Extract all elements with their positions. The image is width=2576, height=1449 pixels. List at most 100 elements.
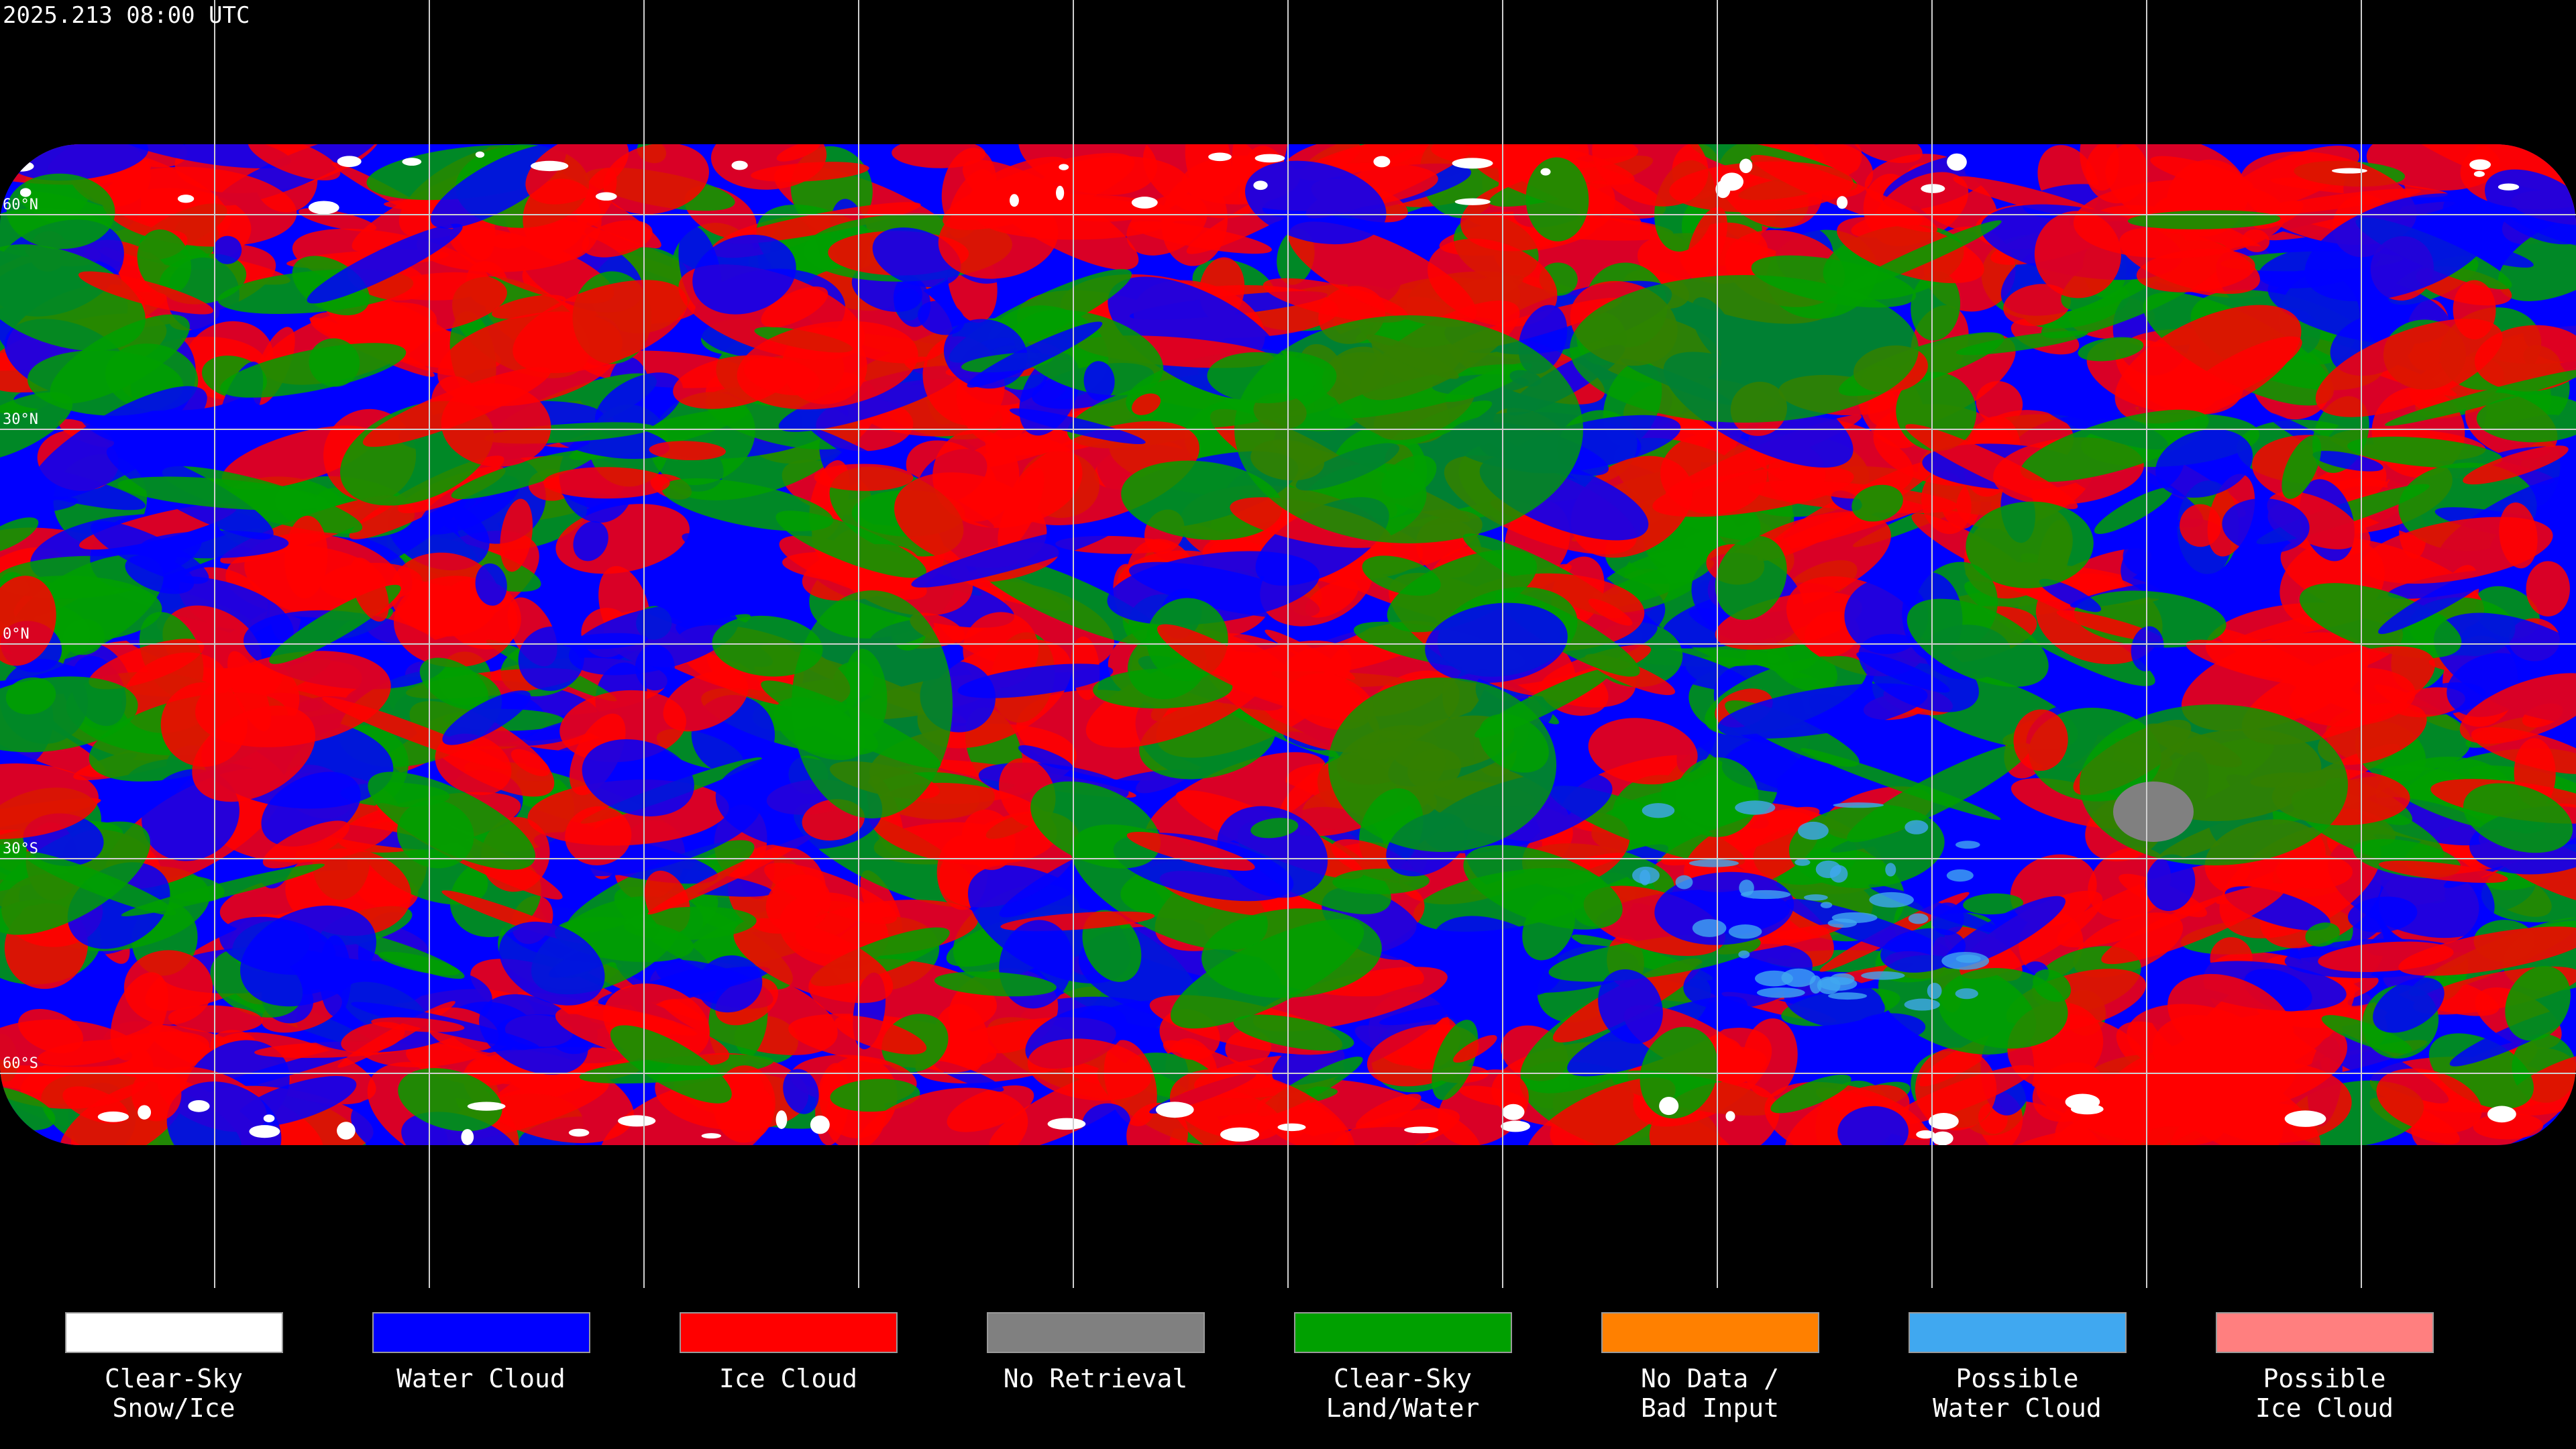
possible-water-cloud xyxy=(1869,892,1914,908)
snow-ice xyxy=(2498,183,2520,191)
possible-water-cloud xyxy=(1781,968,1816,987)
cloud-patch xyxy=(451,449,596,500)
snow-ice xyxy=(1921,184,1945,193)
cloud-patch xyxy=(105,144,291,169)
snow-ice xyxy=(337,156,362,167)
cloud-patch xyxy=(1526,1077,1676,1145)
cloud-patch xyxy=(378,951,460,975)
snow-ice xyxy=(2469,159,2491,170)
cloud-patch xyxy=(2348,896,2418,933)
cloud-patch xyxy=(117,476,328,511)
cloud-patch xyxy=(2526,561,2570,616)
legend-label: Ice Cloud xyxy=(719,1364,857,1393)
snow-ice xyxy=(1454,198,1491,205)
snow-ice xyxy=(1501,1120,1530,1132)
cloud-patch xyxy=(1837,217,1984,284)
clear-land xyxy=(1570,275,1919,423)
legend-swatch xyxy=(2216,1312,2434,1353)
clear-land xyxy=(1328,678,1556,852)
cloud-patch xyxy=(1459,1085,1526,1107)
snow-ice xyxy=(475,151,485,158)
cloud-patch xyxy=(2312,451,2383,472)
cloud-patch xyxy=(2145,854,2196,912)
cloud-patch xyxy=(2256,189,2421,215)
snow-ice xyxy=(1725,1111,1735,1122)
possible-water-cloud xyxy=(1828,992,1868,1000)
snow-ice xyxy=(1208,152,1232,162)
legend-label: Land/Water xyxy=(1326,1393,1480,1423)
snow-ice xyxy=(1277,1123,1306,1132)
cloud-patch xyxy=(957,663,1114,698)
snow-ice xyxy=(775,1110,788,1129)
snow-ice xyxy=(19,188,32,197)
possible-water-cloud xyxy=(1756,987,1805,998)
cloud-patch xyxy=(594,372,684,436)
snow-ice xyxy=(1253,180,1268,191)
possible-water-cloud xyxy=(1797,821,1829,840)
cloud-patch xyxy=(401,1112,519,1145)
cloud-patch xyxy=(1233,1014,1354,1051)
cloud-patch xyxy=(2021,409,2209,482)
snow-ice xyxy=(1932,1131,1953,1145)
snow-ice xyxy=(461,1128,474,1145)
legend-label: Water Cloud xyxy=(396,1364,566,1393)
cloud-patch xyxy=(307,223,463,304)
snow-ice xyxy=(1659,1097,1679,1116)
cloud-patch xyxy=(2094,487,2174,535)
clear-land xyxy=(2080,704,2348,865)
legend-swatch xyxy=(1601,1312,1819,1353)
cloud-patch xyxy=(221,425,375,490)
lat-label: 30°N xyxy=(3,411,38,428)
cloud-patch xyxy=(1272,982,1458,1085)
cloud-patch xyxy=(778,366,961,432)
cloud-patch xyxy=(2385,144,2576,193)
cloud-patch xyxy=(284,515,328,599)
snow-ice xyxy=(97,1111,129,1122)
snow-ice xyxy=(595,192,617,201)
cloud-patch xyxy=(1453,1034,1497,1063)
legend-label: Snow/Ice xyxy=(112,1393,235,1423)
snow-ice xyxy=(1373,156,1391,168)
cloud-patch xyxy=(892,144,986,168)
possible-water-cloud xyxy=(1827,918,1858,928)
cloud-patch xyxy=(1588,718,1698,785)
lat-label: 60°S xyxy=(3,1055,38,1072)
legend-label: Water Cloud xyxy=(1933,1393,2102,1423)
snow-ice xyxy=(1059,164,1069,170)
snow-ice xyxy=(177,195,195,203)
cloud-patch xyxy=(682,533,797,584)
cloud-patch xyxy=(2222,498,2310,553)
cloud-patch xyxy=(1107,551,1320,625)
cloud-patch xyxy=(137,229,192,294)
no-retrieval xyxy=(2113,782,2194,842)
legend-swatch xyxy=(987,1312,1205,1353)
cloud-patch xyxy=(10,144,149,181)
snow-ice xyxy=(2065,1093,2100,1110)
cloud-patch xyxy=(0,517,39,554)
cloud-patch xyxy=(1856,651,1950,693)
legend-label: Clear-Sky xyxy=(105,1364,243,1393)
possible-water-cloud xyxy=(1927,982,1942,1000)
possible-water-cloud xyxy=(1803,894,1828,901)
cloud-patch xyxy=(1252,967,1448,1032)
legend-label: No Data / xyxy=(1641,1364,1779,1393)
cloud-patch xyxy=(2114,305,2302,424)
snow-ice xyxy=(1947,153,1967,171)
snow-ice xyxy=(2473,170,2485,177)
snow-ice xyxy=(1155,1102,1194,1118)
possible-water-cloud xyxy=(1642,803,1675,818)
cloud-patch xyxy=(0,392,73,463)
cloud-patch xyxy=(101,166,297,247)
cloud-patch xyxy=(1126,1102,1188,1145)
legend-label: Possible xyxy=(2263,1364,2385,1393)
legend-swatch xyxy=(65,1312,283,1353)
cloud-patch xyxy=(963,612,1039,688)
timestamp: 2025.213 08:00 UTC xyxy=(3,2,250,29)
snow-ice xyxy=(2487,1106,2516,1123)
cloud-patch xyxy=(2003,284,2072,326)
cloud-patch xyxy=(2376,1068,2482,1134)
possible-water-cloud xyxy=(1728,924,1762,939)
snow-ice xyxy=(1047,1118,1086,1130)
snow-ice xyxy=(810,1115,830,1134)
